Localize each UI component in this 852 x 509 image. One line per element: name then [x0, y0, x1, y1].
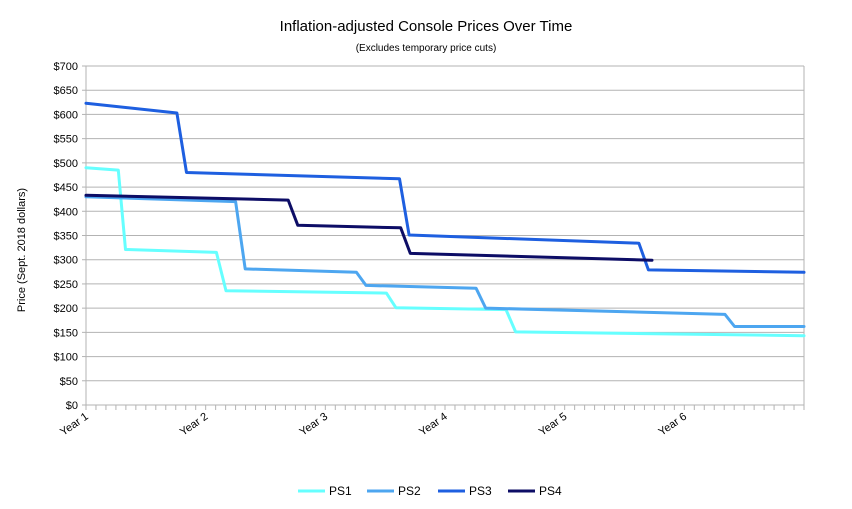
x-tick-label: Year 6	[656, 411, 689, 439]
y-axis-label: Price (Sept. 2018 dollars)	[16, 188, 28, 312]
y-tick-label: $600	[54, 109, 78, 121]
series-lines	[84, 101, 806, 338]
y-tick-label: $500	[54, 158, 78, 170]
legend: PS1 PS2 PS3 PS4	[298, 484, 562, 498]
legend-label-ps2: PS2	[398, 484, 421, 498]
series-line-ps2	[84, 195, 806, 328]
legend-label-ps4: PS4	[539, 484, 562, 498]
y-tick-label: $150	[54, 327, 78, 339]
y-tick-label: $250	[54, 279, 78, 291]
y-tick-label: $300	[54, 255, 78, 267]
x-tick-label: Year 1	[58, 411, 91, 439]
y-tick-label: $550	[54, 134, 78, 146]
y-tick-label: $650	[54, 85, 78, 97]
series-line-ps1	[84, 166, 806, 338]
y-tick-label: $400	[54, 206, 78, 218]
x-tick-label: Year 2	[178, 411, 211, 439]
y-tick-label: $0	[66, 400, 78, 412]
x-tick-label: Year 4	[417, 411, 450, 439]
chart-subtitle: (Excludes temporary price cuts)	[355, 43, 497, 54]
x-tick-label: Year 5	[537, 411, 570, 439]
x-axis-ticks: Year 1 Year 2 Year 3 Year 4 Year 5 Year 6	[58, 405, 805, 439]
y-tick-label: $350	[54, 231, 78, 243]
series-line-ps4	[84, 193, 654, 262]
chart-title: Inflation-adjusted Console Prices Over T…	[279, 18, 573, 35]
y-tick-label: $450	[54, 182, 78, 194]
series-line-ps3	[84, 101, 806, 274]
y-axis-ticks: $0 $50 $100 $150 $200 $250 $300 $350 $400 $450 $50…	[54, 61, 86, 412]
legend-label-ps1: PS1	[329, 484, 352, 498]
x-tick-label: Year 3	[297, 411, 330, 439]
legend-label-ps3: PS3	[469, 484, 492, 498]
y-tick-label: $700	[54, 61, 78, 73]
y-tick-label: $50	[60, 376, 78, 388]
y-tick-label: $200	[54, 303, 78, 315]
y-tick-label: $100	[54, 352, 78, 364]
